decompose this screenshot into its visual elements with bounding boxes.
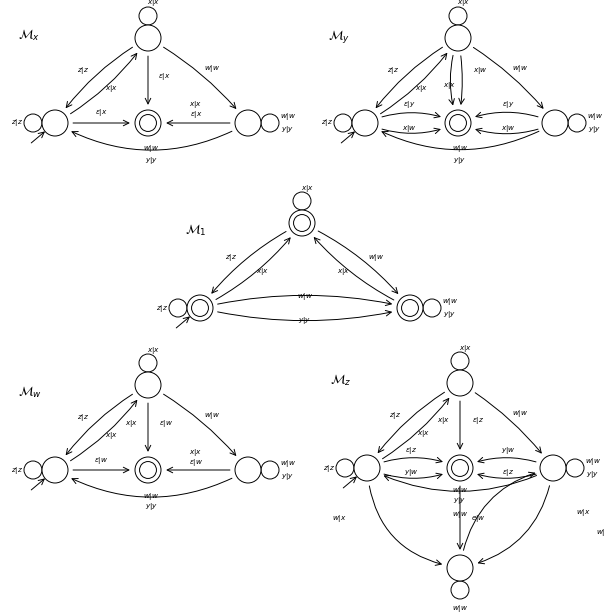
Text: $x|x$: $x|x$ [415,83,428,94]
Text: $\mathcal{M}_z$: $\mathcal{M}_z$ [330,373,352,388]
Text: $w|w$: $w|w$ [512,408,528,419]
Text: $w|w$: $w|w$ [452,484,468,495]
Text: $w|x$: $w|x$ [576,508,590,519]
Circle shape [289,210,315,236]
Text: $e|w$: $e|w$ [471,512,486,524]
Text: $w|w$: $w|w$ [143,490,159,501]
Circle shape [354,455,380,481]
Text: $w|w$: $w|w$ [452,143,468,154]
Text: $\mathcal{M}_x$: $\mathcal{M}_x$ [18,28,40,43]
Text: $w|w$: $w|w$ [512,63,528,74]
Circle shape [447,455,473,481]
Text: $x|x$: $x|x$ [338,266,351,277]
Circle shape [42,457,68,483]
Text: $\varepsilon|z$: $\varepsilon|z$ [472,415,484,426]
Text: $x|x$: $x|x$ [256,266,269,277]
Text: $y|y$: $y|y$ [145,154,158,166]
Text: $y|y$: $y|y$ [454,154,467,166]
Text: $z|z$: $z|z$ [390,410,402,421]
Circle shape [135,372,161,398]
Text: $z|z$: $z|z$ [11,118,23,129]
Text: $w|w$: $w|w$ [452,603,468,613]
Text: $z|z$: $z|z$ [156,302,168,313]
Text: $\varepsilon|x$: $\varepsilon|x$ [190,110,202,121]
Circle shape [235,110,261,136]
Circle shape [397,295,423,321]
Text: $w|w$
$y|y$: $w|w$ $y|y$ [280,112,296,135]
Text: $w|w$: $w|w$ [368,252,384,263]
Text: $x|w$: $x|w$ [402,123,417,134]
Text: $\varepsilon|y$: $\varepsilon|y$ [502,99,515,110]
Text: $z|z$: $z|z$ [77,65,89,76]
Text: $\varepsilon|x$: $\varepsilon|x$ [95,107,108,118]
Text: $x|x$: $x|x$ [460,343,473,354]
Circle shape [42,110,68,136]
Text: $\varepsilon|y$: $\varepsilon|y$ [403,99,416,110]
Text: $x|x$: $x|x$ [190,99,202,110]
Text: $w|w$: $w|w$ [204,63,220,74]
Text: $\mathcal{M}_w$: $\mathcal{M}_w$ [18,385,42,400]
Text: $x|x$: $x|x$ [301,183,315,194]
Text: $x|x$: $x|x$ [443,80,457,91]
Circle shape [540,455,566,481]
Text: $x|w$: $x|w$ [472,65,487,76]
Text: $\varepsilon|z$: $\varepsilon|z$ [405,444,417,455]
Text: $\mathcal{M}_1$: $\mathcal{M}_1$ [185,223,207,238]
Text: $\varepsilon|w$: $\varepsilon|w$ [94,454,109,465]
Text: $w|w$
$y|y$: $w|w$ $y|y$ [442,296,458,320]
Text: $\mathcal{M}_y$: $\mathcal{M}_y$ [328,28,350,45]
Text: $x|x$: $x|x$ [437,415,451,426]
Circle shape [135,457,161,483]
Circle shape [445,110,471,136]
Text: $y|y$: $y|y$ [298,314,312,326]
Text: $x|x$: $x|x$ [147,0,161,9]
Circle shape [445,25,471,51]
Circle shape [187,295,213,321]
Text: $z|z$: $z|z$ [323,462,335,473]
Circle shape [135,25,161,51]
Text: $x|x$: $x|x$ [190,446,202,457]
Text: $w|x$: $w|x$ [332,512,346,524]
Text: $y|y$: $y|y$ [145,501,158,512]
Circle shape [542,110,568,136]
Circle shape [135,110,161,136]
Text: $x|x$: $x|x$ [105,430,118,441]
Text: $x|x$: $x|x$ [457,0,471,9]
Text: $\varepsilon|z$: $\varepsilon|z$ [503,468,515,479]
Text: $w|w$
$y|y$: $w|w$ $y|y$ [280,459,296,482]
Text: $x|x$: $x|x$ [105,83,118,94]
Text: $\varepsilon|w$: $\varepsilon|w$ [159,418,173,429]
Text: $z|z$: $z|z$ [225,252,237,263]
Text: $w|w$
$y|y$: $w|w$ $y|y$ [587,112,603,135]
Text: $\varepsilon|w$: $\varepsilon|w$ [189,457,203,468]
Text: $x|x$: $x|x$ [417,428,430,439]
Text: $y|w$: $y|w$ [404,468,419,479]
Text: $z|z$: $z|z$ [321,118,333,129]
Text: $w|w$: $w|w$ [143,143,159,154]
Text: $x|x$: $x|x$ [147,345,161,356]
Text: $w|w$: $w|w$ [297,291,313,302]
Text: $z|z$: $z|z$ [387,65,400,76]
Circle shape [352,110,378,136]
Text: $w|x$: $w|x$ [596,528,604,538]
Text: $z|z$: $z|z$ [11,465,23,476]
Circle shape [447,555,473,581]
Text: $w|w$: $w|w$ [452,509,468,519]
Text: $x|w$: $x|w$ [501,123,516,134]
Text: $w|w$: $w|w$ [204,410,220,421]
Text: $x|x$: $x|x$ [126,418,139,429]
Text: $y|w$: $y|w$ [501,444,516,455]
Circle shape [447,370,473,396]
Text: $y|y$: $y|y$ [454,495,467,506]
Text: $\varepsilon|x$: $\varepsilon|x$ [158,71,170,82]
Text: $z|z$: $z|z$ [77,412,89,423]
Circle shape [235,457,261,483]
Text: $w|w$
$y|y$: $w|w$ $y|y$ [585,456,601,480]
